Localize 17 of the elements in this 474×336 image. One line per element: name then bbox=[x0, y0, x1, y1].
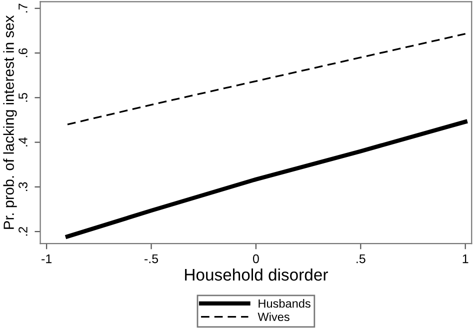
y-tick-label: .6 bbox=[18, 48, 28, 58]
line-series bbox=[66, 32, 466, 126]
legend-label: Husbands bbox=[258, 299, 310, 308]
y-tick-label: .2 bbox=[18, 226, 28, 236]
x-tick-label: 0 bbox=[252, 254, 259, 264]
x-tick-label: 1 bbox=[462, 254, 468, 264]
line-series bbox=[65, 120, 468, 239]
y-tick-label: .5 bbox=[18, 92, 28, 102]
y-tick-label: .3 bbox=[18, 182, 28, 191]
x-axis-title: Household disorder bbox=[185, 268, 328, 281]
legend-label: Wives bbox=[258, 312, 290, 322]
y-tick-label: .4 bbox=[18, 137, 28, 146]
y-axis-title: Pr. prob. of lacking interest in sex bbox=[3, 15, 17, 229]
x-tick-label: -.5 bbox=[144, 254, 158, 264]
x-tick-label: -1 bbox=[42, 254, 52, 264]
y-tick-label: .7 bbox=[18, 4, 28, 12]
x-tick-label: .5 bbox=[356, 254, 366, 264]
